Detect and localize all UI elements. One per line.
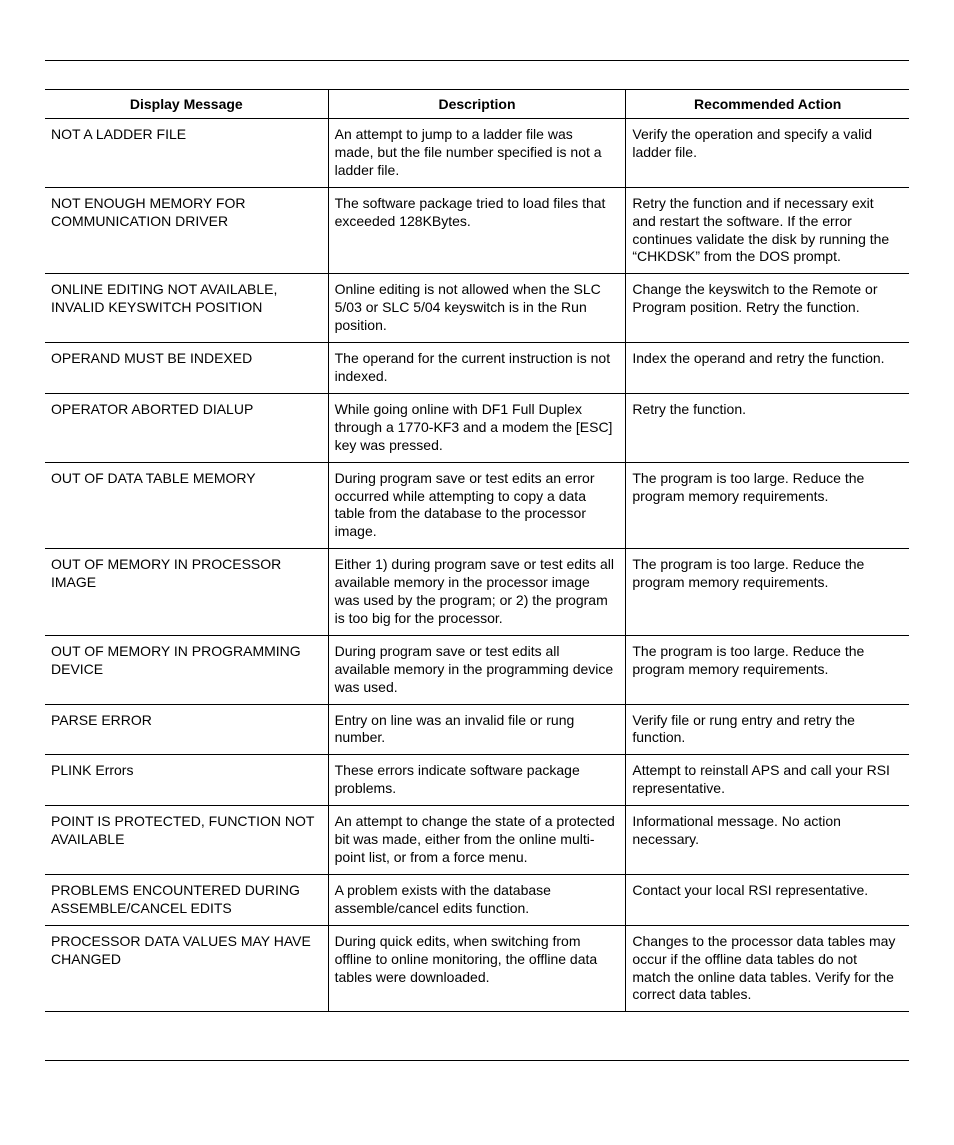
cell-display-message: OUT OF MEMORY IN PROGRAMMING DEVICE (45, 635, 328, 704)
cell-recommended-action: Retry the function. (626, 393, 909, 462)
cell-description: While going online with DF1 Full Duplex … (328, 393, 626, 462)
cell-display-message: OPERATOR ABORTED DIALUP (45, 393, 328, 462)
cell-display-message: NOT ENOUGH MEMORY FOR COMMUNICATION DRIV… (45, 187, 328, 274)
cell-recommended-action: Informational message. No action necessa… (626, 806, 909, 875)
table-row: PARSE ERROREntry on line was an invalid … (45, 704, 909, 755)
header-recommended-action: Recommended Action (626, 90, 909, 119)
cell-description: During program save or test edits all av… (328, 635, 626, 704)
cell-description: An attempt to jump to a ladder file was … (328, 119, 626, 188)
cell-description: The software package tried to load files… (328, 187, 626, 274)
cell-display-message: OPERAND MUST BE INDEXED (45, 343, 328, 394)
table-row: ONLINE EDITING NOT AVAILABLE, INVALID KE… (45, 274, 909, 343)
header-description: Description (328, 90, 626, 119)
cell-recommended-action: Attempt to reinstall APS and call your R… (626, 755, 909, 806)
table-row: PROCESSOR DATA VALUES MAY HAVE CHANGEDDu… (45, 925, 909, 1012)
cell-description: Either 1) during program save or test ed… (328, 549, 626, 636)
cell-display-message: NOT A LADDER FILE (45, 119, 328, 188)
error-messages-table: Display Message Description Recommended … (45, 89, 909, 1012)
cell-display-message: PROBLEMS ENCOUNTERED DURING ASSEMBLE/CAN… (45, 874, 328, 925)
cell-description: Entry on line was an invalid file or run… (328, 704, 626, 755)
table-row: NOT A LADDER FILEAn attempt to jump to a… (45, 119, 909, 188)
cell-description: During quick edits, when switching from … (328, 925, 626, 1012)
table-row: OUT OF MEMORY IN PROGRAMMING DEVICEDurin… (45, 635, 909, 704)
cell-recommended-action: Verify the operation and specify a valid… (626, 119, 909, 188)
table-row: OPERAND MUST BE INDEXEDThe operand for t… (45, 343, 909, 394)
table-row: NOT ENOUGH MEMORY FOR COMMUNICATION DRIV… (45, 187, 909, 274)
table-row: OPERATOR ABORTED DIALUPWhile going onlin… (45, 393, 909, 462)
cell-recommended-action: The program is too large. Reduce the pro… (626, 635, 909, 704)
table-row: PROBLEMS ENCOUNTERED DURING ASSEMBLE/CAN… (45, 874, 909, 925)
header-display-message: Display Message (45, 90, 328, 119)
cell-display-message: PROCESSOR DATA VALUES MAY HAVE CHANGED (45, 925, 328, 1012)
cell-description: These errors indicate software package p… (328, 755, 626, 806)
page-bottom-divider (45, 1060, 909, 1061)
cell-display-message: OUT OF DATA TABLE MEMORY (45, 462, 328, 549)
table-header-row: Display Message Description Recommended … (45, 90, 909, 119)
cell-description: During program save or test edits an err… (328, 462, 626, 549)
cell-recommended-action: Retry the function and if necessary exit… (626, 187, 909, 274)
cell-recommended-action: The program is too large. Reduce the pro… (626, 549, 909, 636)
cell-display-message: ONLINE EDITING NOT AVAILABLE, INVALID KE… (45, 274, 328, 343)
cell-recommended-action: Verify file or rung entry and retry the … (626, 704, 909, 755)
table-row: POINT IS PROTECTED, FUNCTION NOT AVAILAB… (45, 806, 909, 875)
cell-recommended-action: Change the keyswitch to the Remote or Pr… (626, 274, 909, 343)
table-row: OUT OF DATA TABLE MEMORYDuring program s… (45, 462, 909, 549)
cell-display-message: POINT IS PROTECTED, FUNCTION NOT AVAILAB… (45, 806, 328, 875)
cell-recommended-action: Changes to the processor data tables may… (626, 925, 909, 1012)
cell-display-message: PARSE ERROR (45, 704, 328, 755)
table-row: PLINK ErrorsThese errors indicate softwa… (45, 755, 909, 806)
cell-recommended-action: Contact your local RSI representative. (626, 874, 909, 925)
cell-display-message: OUT OF MEMORY IN PROCESSOR IMAGE (45, 549, 328, 636)
cell-description: An attempt to change the state of a prot… (328, 806, 626, 875)
table-row: OUT OF MEMORY IN PROCESSOR IMAGEEither 1… (45, 549, 909, 636)
cell-description: Online editing is not allowed when the S… (328, 274, 626, 343)
page-top-divider (45, 60, 909, 61)
cell-description: The operand for the current instruction … (328, 343, 626, 394)
cell-display-message: PLINK Errors (45, 755, 328, 806)
cell-recommended-action: Index the operand and retry the function… (626, 343, 909, 394)
cell-recommended-action: The program is too large. Reduce the pro… (626, 462, 909, 549)
table-body: NOT A LADDER FILEAn attempt to jump to a… (45, 119, 909, 1012)
cell-description: A problem exists with the database assem… (328, 874, 626, 925)
